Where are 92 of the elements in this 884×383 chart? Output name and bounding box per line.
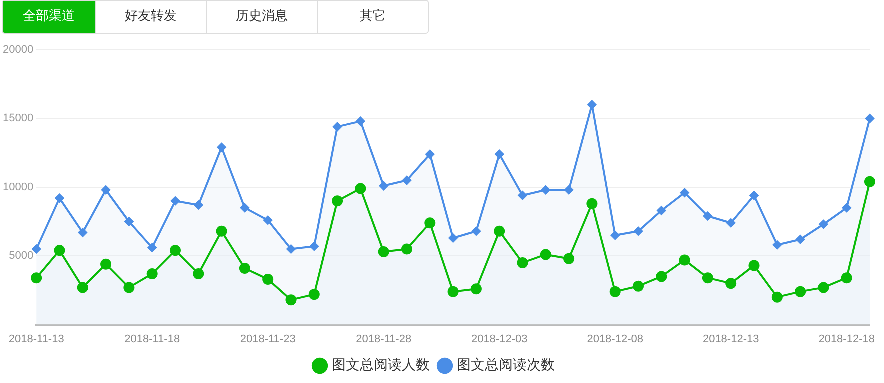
point <box>102 186 111 195</box>
point <box>54 245 66 256</box>
point <box>124 217 134 226</box>
point <box>401 244 412 255</box>
point <box>448 286 459 298</box>
point <box>866 114 874 124</box>
point <box>170 245 181 256</box>
point <box>193 268 204 280</box>
point <box>634 226 643 236</box>
point <box>308 289 320 300</box>
y-tick-label: 20000 <box>2 44 34 56</box>
point <box>842 204 852 213</box>
y-tick-label: 10000 <box>2 181 34 194</box>
point <box>796 235 806 244</box>
point <box>772 240 782 250</box>
point <box>541 186 550 195</box>
x-tick-label: 2018-11-18 <box>124 333 180 346</box>
point <box>518 191 528 200</box>
x-tick-label: 2018-12-08 <box>587 333 644 346</box>
text: 全部渠道 <box>3 1 95 33</box>
point <box>472 226 481 236</box>
point <box>424 218 436 229</box>
y-tick-label: 5000 <box>9 250 34 262</box>
point <box>564 186 574 195</box>
point <box>31 272 42 284</box>
point <box>146 268 158 280</box>
point <box>148 243 157 252</box>
text: 其它 <box>317 1 428 33</box>
point <box>262 274 274 285</box>
point <box>680 188 690 198</box>
point <box>610 286 621 298</box>
point <box>748 260 760 272</box>
point <box>841 272 852 284</box>
x-tick-label: 2018-12-03 <box>471 333 528 346</box>
point <box>679 254 690 266</box>
point <box>494 226 506 237</box>
point <box>448 234 458 243</box>
point <box>703 212 712 221</box>
point <box>402 176 412 186</box>
point <box>657 206 666 216</box>
x-tick-label: 2018-11-23 <box>240 333 296 346</box>
point <box>702 272 714 284</box>
point <box>378 246 390 258</box>
point <box>379 182 388 191</box>
point <box>726 218 736 228</box>
text: 好友转发 <box>95 1 206 33</box>
legend-label: 图文总阅读次数 <box>457 358 555 374</box>
point <box>864 176 876 188</box>
point <box>540 249 552 260</box>
x-tick-label: 2018-11-28 <box>356 333 412 346</box>
point <box>32 244 42 254</box>
point <box>470 284 482 295</box>
point <box>239 262 250 274</box>
point <box>332 196 344 207</box>
text: 历史消息 <box>206 1 317 33</box>
point <box>286 244 296 254</box>
point <box>356 116 366 126</box>
point <box>495 150 504 159</box>
point <box>124 282 135 294</box>
point <box>632 280 644 292</box>
point <box>772 292 783 303</box>
point <box>818 282 830 294</box>
point <box>610 230 620 240</box>
point <box>517 257 528 268</box>
point <box>426 150 435 159</box>
point <box>264 216 273 225</box>
point <box>77 282 88 294</box>
point <box>216 226 228 237</box>
point <box>286 294 297 306</box>
point <box>564 253 575 264</box>
point <box>55 194 64 203</box>
point <box>586 198 598 210</box>
y-tick-label: 15000 <box>2 112 34 125</box>
point <box>656 271 668 282</box>
point <box>750 191 759 200</box>
point <box>240 204 250 213</box>
legend-label: 图文总阅读人数 <box>332 358 430 374</box>
point <box>333 122 342 132</box>
point <box>726 278 737 290</box>
point <box>588 100 597 110</box>
point <box>194 200 204 210</box>
point <box>310 242 319 251</box>
point <box>819 220 828 229</box>
point <box>100 258 112 270</box>
x-tick-label: 2018-11-13 <box>8 333 64 346</box>
point <box>795 286 806 298</box>
point <box>78 228 88 238</box>
x-tick-label: 2018-12-18 <box>818 333 875 346</box>
x-tick-label: 2018-12-13 <box>702 333 760 346</box>
point <box>217 143 226 152</box>
point <box>355 183 366 194</box>
point <box>170 196 180 206</box>
